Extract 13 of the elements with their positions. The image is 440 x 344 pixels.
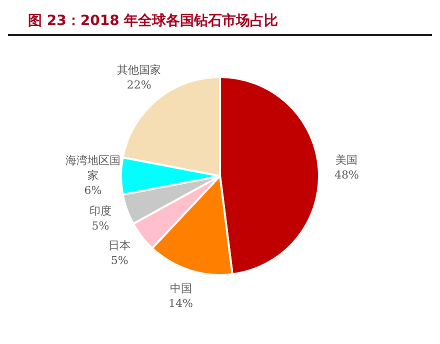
slice-label: 中国 xyxy=(170,282,192,296)
slice-label: 美国 xyxy=(336,153,358,166)
chart-title: 图 23：2018 年全球各国钻石市场占比 xyxy=(8,8,432,36)
slice-label: 印度 xyxy=(90,204,112,218)
data-label: 5% xyxy=(92,219,110,232)
data-label: 6% xyxy=(84,184,102,197)
data-label: 48% xyxy=(334,168,359,182)
data-label: 22% xyxy=(126,78,152,92)
data-label: 14% xyxy=(168,297,193,310)
slice-label: 其他国家 xyxy=(117,64,162,77)
slice-label: 海湾地区国家 xyxy=(66,154,120,182)
slice-label: 日本 xyxy=(108,239,131,252)
data-label: 5% xyxy=(110,254,128,268)
